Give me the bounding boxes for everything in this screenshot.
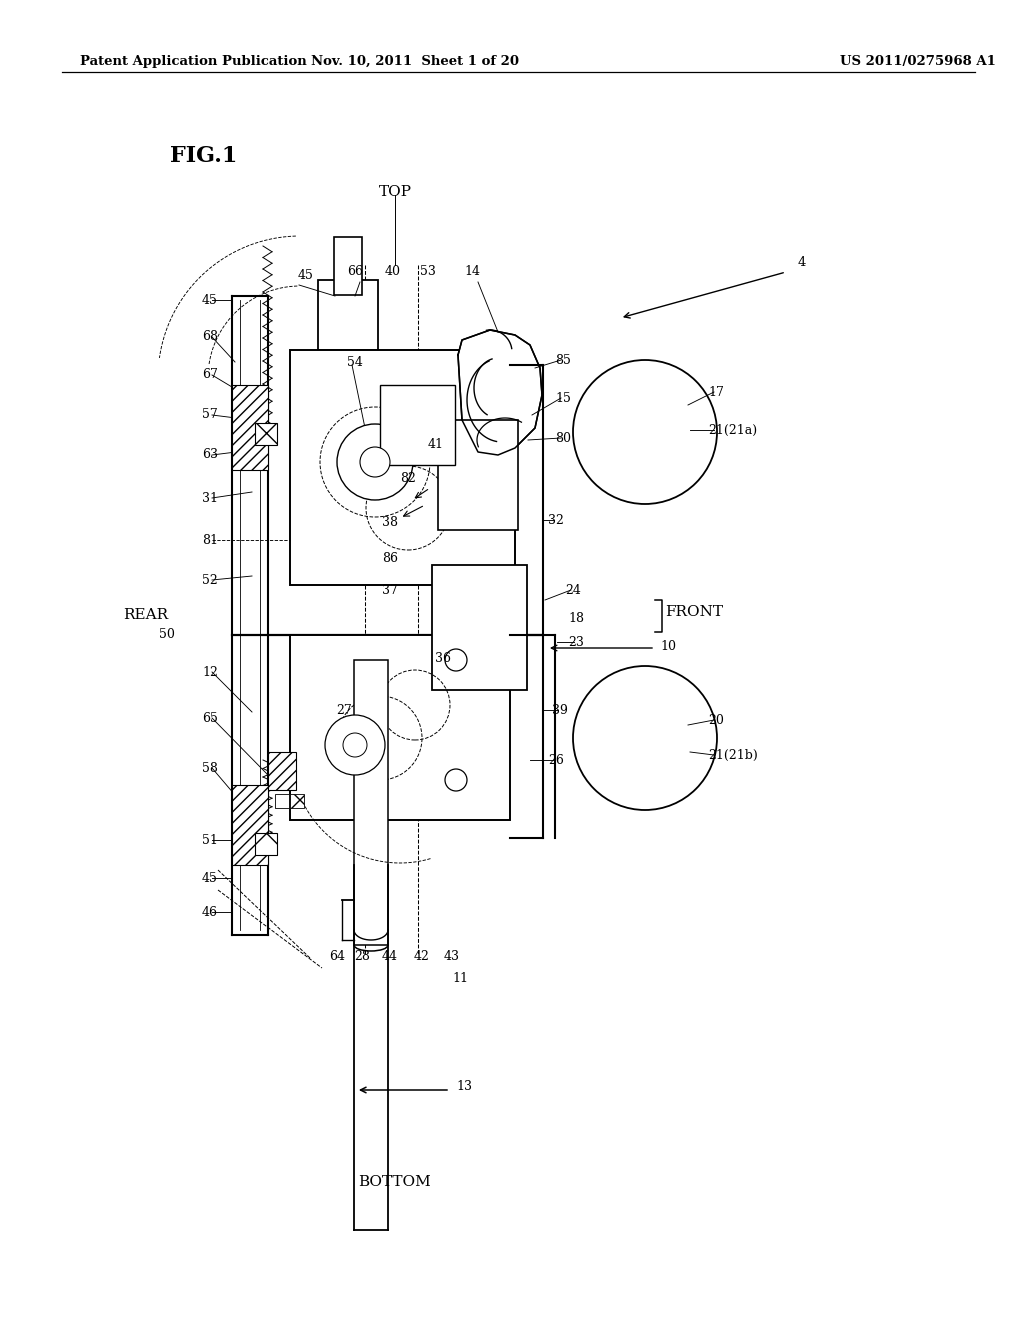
Text: 41: 41 bbox=[428, 438, 444, 451]
Bar bbox=[232, 785, 268, 865]
Text: 15: 15 bbox=[555, 392, 570, 404]
Circle shape bbox=[573, 360, 717, 504]
Text: 50: 50 bbox=[159, 628, 175, 642]
Text: US 2011/0275968 A1: US 2011/0275968 A1 bbox=[840, 55, 996, 69]
Text: Nov. 10, 2011  Sheet 1 of 20: Nov. 10, 2011 Sheet 1 of 20 bbox=[311, 55, 519, 69]
Text: 81: 81 bbox=[202, 533, 218, 546]
Text: 10: 10 bbox=[660, 639, 676, 652]
Text: 13: 13 bbox=[456, 1080, 472, 1093]
Text: 86: 86 bbox=[382, 552, 398, 565]
Text: FIG.1: FIG.1 bbox=[170, 145, 238, 168]
Text: 45: 45 bbox=[202, 293, 218, 306]
Text: 42: 42 bbox=[414, 950, 430, 964]
Circle shape bbox=[445, 649, 467, 671]
Text: 67: 67 bbox=[202, 368, 218, 381]
Bar bbox=[438, 420, 518, 531]
Text: 36: 36 bbox=[435, 652, 451, 664]
Bar bbox=[290, 795, 304, 808]
Text: 20: 20 bbox=[708, 714, 724, 726]
Text: 17: 17 bbox=[708, 385, 724, 399]
Bar bbox=[318, 280, 378, 350]
Text: 51: 51 bbox=[202, 833, 218, 846]
Text: 53: 53 bbox=[420, 265, 436, 279]
Bar bbox=[334, 238, 362, 294]
Text: 27: 27 bbox=[336, 704, 352, 717]
Text: 21(21b): 21(21b) bbox=[708, 748, 758, 762]
Text: Patent Application Publication: Patent Application Publication bbox=[80, 55, 307, 69]
Text: 32: 32 bbox=[548, 513, 564, 527]
Bar bbox=[268, 752, 296, 789]
Text: 63: 63 bbox=[202, 449, 218, 462]
Text: 58: 58 bbox=[202, 762, 218, 775]
Text: 65: 65 bbox=[202, 711, 218, 725]
Bar bbox=[275, 795, 289, 808]
Circle shape bbox=[337, 424, 413, 500]
Text: 66: 66 bbox=[347, 265, 362, 279]
Text: 31: 31 bbox=[202, 491, 218, 504]
Text: 4: 4 bbox=[798, 256, 806, 268]
Text: 11: 11 bbox=[452, 972, 468, 985]
Text: 40: 40 bbox=[385, 265, 401, 279]
Bar bbox=[255, 422, 278, 445]
Text: 24: 24 bbox=[565, 583, 581, 597]
Text: TOP: TOP bbox=[379, 185, 412, 199]
Text: BOTTOM: BOTTOM bbox=[358, 1175, 431, 1189]
Text: 64: 64 bbox=[329, 950, 345, 964]
Bar bbox=[290, 635, 510, 820]
Bar bbox=[380, 385, 455, 465]
Text: 44: 44 bbox=[382, 950, 398, 964]
Text: 82: 82 bbox=[400, 471, 416, 484]
Text: 12: 12 bbox=[202, 665, 218, 678]
Text: REAR: REAR bbox=[123, 609, 168, 622]
Text: 43: 43 bbox=[444, 950, 460, 964]
Circle shape bbox=[445, 770, 467, 791]
Text: 26: 26 bbox=[548, 754, 564, 767]
Circle shape bbox=[325, 715, 385, 775]
Bar bbox=[354, 660, 388, 945]
Text: 37: 37 bbox=[382, 583, 398, 597]
Text: FRONT: FRONT bbox=[665, 605, 723, 619]
Text: 39: 39 bbox=[552, 704, 568, 717]
Text: 85: 85 bbox=[555, 354, 570, 367]
Text: 80: 80 bbox=[555, 432, 571, 445]
Circle shape bbox=[573, 667, 717, 810]
Text: 18: 18 bbox=[568, 611, 584, 624]
Text: 14: 14 bbox=[464, 265, 480, 279]
Text: 45: 45 bbox=[202, 871, 218, 884]
Text: 68: 68 bbox=[202, 330, 218, 343]
Text: 57: 57 bbox=[203, 408, 218, 421]
Text: 28: 28 bbox=[354, 950, 370, 964]
Text: 46: 46 bbox=[202, 906, 218, 919]
Text: 23: 23 bbox=[568, 635, 584, 648]
Bar bbox=[255, 833, 278, 855]
Text: 45: 45 bbox=[298, 269, 314, 282]
Polygon shape bbox=[458, 330, 542, 455]
Bar bbox=[232, 385, 268, 470]
Bar bbox=[432, 565, 527, 690]
Text: 54: 54 bbox=[347, 355, 362, 368]
Bar bbox=[290, 350, 515, 585]
Circle shape bbox=[360, 447, 390, 477]
Text: 21(21a): 21(21a) bbox=[708, 424, 757, 437]
Text: 52: 52 bbox=[203, 573, 218, 586]
Circle shape bbox=[343, 733, 367, 756]
Text: 38: 38 bbox=[382, 516, 398, 528]
